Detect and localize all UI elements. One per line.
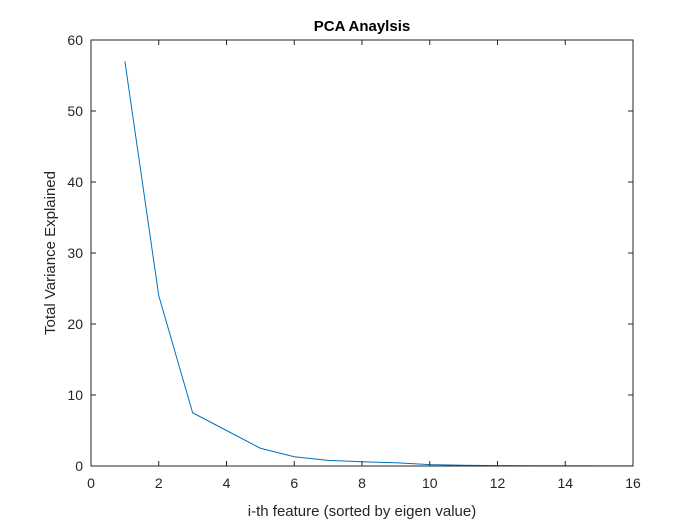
axes-box [90, 39, 634, 467]
x-tick-label: 4 [223, 475, 231, 491]
y-tick-label: 20 [67, 316, 83, 332]
x-tick-label: 12 [490, 475, 506, 491]
y-tick-label: 0 [75, 458, 83, 474]
plot-area [91, 40, 633, 466]
x-tick-label: 8 [358, 475, 366, 491]
y-axis-title: Total Variance Explained [42, 171, 59, 335]
y-tick-label: 60 [67, 32, 83, 48]
x-axis-title: i-th feature (sorted by eigen value) [248, 503, 476, 520]
x-tick-label: 6 [290, 475, 298, 491]
x-axis-ticks: 0 2 4 6 8 10 12 14 16 [87, 40, 641, 491]
y-tick-label: 50 [67, 103, 83, 119]
x-tick-label: 14 [557, 475, 573, 491]
x-tick-label: 10 [422, 475, 438, 491]
x-tick-label: 16 [625, 475, 641, 491]
y-tick-label: 10 [67, 387, 83, 403]
y-tick-label: 40 [67, 174, 83, 190]
x-tick-label: 2 [155, 475, 163, 491]
y-tick-label: 30 [67, 245, 83, 261]
y-axis-ticks: 0 10 20 30 40 50 60 [67, 32, 633, 474]
x-tick-label: 0 [87, 475, 95, 491]
chart-title: PCA Anaylsis [314, 18, 410, 35]
